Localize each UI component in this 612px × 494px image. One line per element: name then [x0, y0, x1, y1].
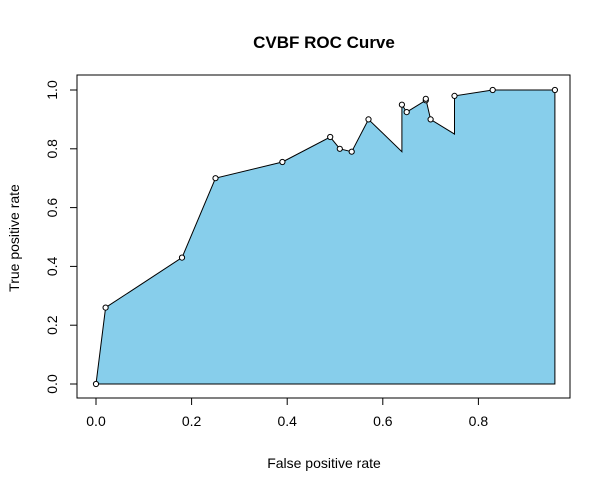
roc-point: [489, 86, 496, 94]
roc-point: [279, 158, 286, 166]
roc-point: [102, 304, 109, 311]
y-tick-label: 0.4: [44, 256, 60, 276]
roc-point: [398, 101, 405, 108]
y-tick-label: 0.8: [44, 139, 60, 159]
roc-point: [212, 175, 219, 182]
x-tick-label: 0.2: [182, 413, 202, 429]
x-tick-label: 0.4: [277, 413, 297, 429]
x-tick-label: 0.6: [373, 413, 393, 429]
plot-area: [92, 86, 559, 388]
roc-point: [348, 148, 355, 155]
y-tick-label: 0.6: [44, 198, 60, 218]
roc-point: [427, 116, 434, 123]
y-tick-label: 0.2: [44, 315, 60, 335]
x-tick-label: 0.8: [469, 413, 489, 429]
chart-title: CVBF ROC Curve: [253, 33, 395, 52]
x-tick-label: 0.0: [86, 413, 106, 429]
y-axis-title: True positive rate: [6, 184, 22, 292]
roc-point: [551, 86, 559, 94]
roc-point: [365, 116, 372, 123]
roc-point: [336, 145, 343, 152]
x-axis-title: False positive rate: [267, 455, 381, 471]
roc-point: [327, 133, 334, 141]
roc-point: [422, 95, 429, 102]
roc-point: [451, 92, 458, 100]
roc-point: [403, 109, 410, 116]
roc-point: [178, 254, 186, 261]
roc-area-fill: [96, 90, 555, 384]
roc-point: [92, 380, 100, 388]
y-tick-label: 1.0: [44, 80, 60, 100]
y-axis: 0.0 0.2 0.4 0.6 0.8 1.0: [44, 80, 78, 394]
y-tick-label: 0.0: [44, 374, 60, 394]
x-axis: 0.0 0.2 0.4 0.6 0.8: [86, 397, 489, 429]
